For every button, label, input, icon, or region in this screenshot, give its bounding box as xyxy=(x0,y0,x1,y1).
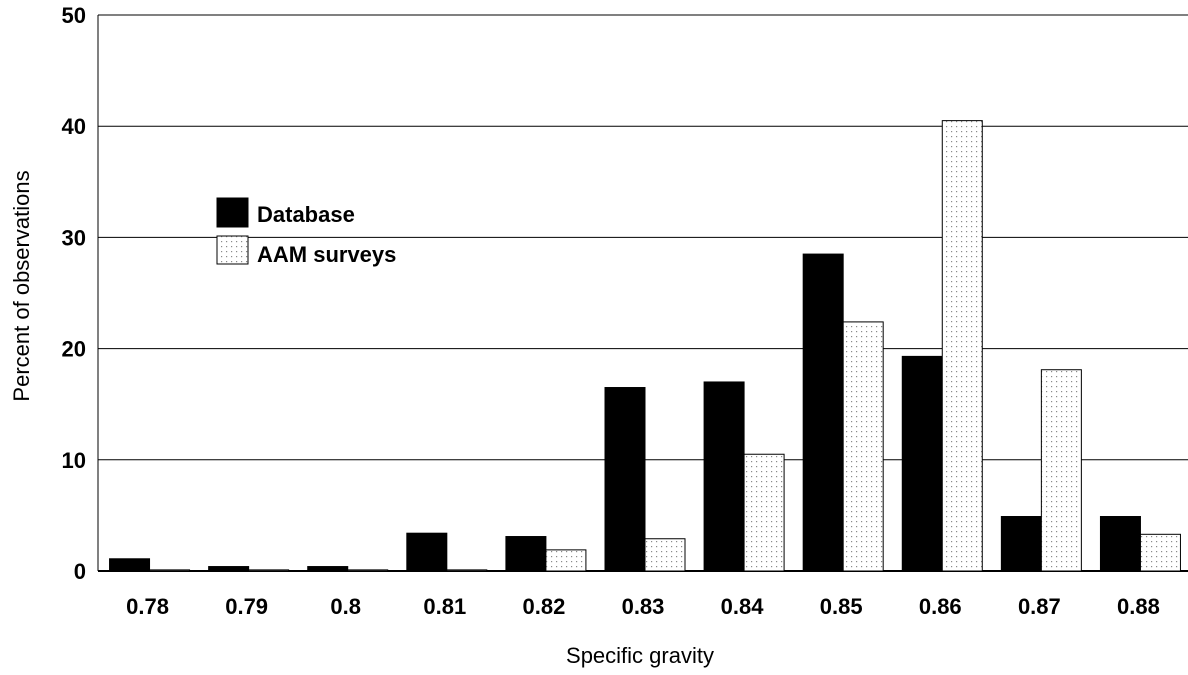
legend: Database AAM surveys xyxy=(216,197,396,267)
y-axis-title: Percent of observations xyxy=(9,170,34,401)
y-tick-label: 0 xyxy=(74,559,86,584)
bar-aam-surveys-0.81 xyxy=(446,569,488,572)
bar-aam-surveys-0.83 xyxy=(644,538,686,572)
y-tick-label: 20 xyxy=(62,337,86,362)
bar-aam-surveys-0.8 xyxy=(347,569,389,572)
x-tick-label: 0.78 xyxy=(126,594,169,619)
x-tick-label: 0.84 xyxy=(721,594,765,619)
bar-aam-surveys-0.87 xyxy=(1040,369,1082,572)
legend-label-aam-surveys: AAM surveys xyxy=(257,242,396,267)
legend-label-database: Database xyxy=(257,202,355,227)
x-tick-label: 0.83 xyxy=(622,594,665,619)
legend-swatch-database xyxy=(216,197,249,228)
bar-database-0.88 xyxy=(1099,516,1141,572)
bar-database-0.87 xyxy=(1000,516,1042,572)
bar-database-0.8 xyxy=(307,566,349,572)
y-tick-labels: 0 10 20 30 40 50 xyxy=(62,3,86,584)
bar-aam-surveys-0.79 xyxy=(248,569,290,572)
y-tick-label: 10 xyxy=(62,448,86,473)
bar-database-0.84 xyxy=(703,381,745,572)
bar-database-0.85 xyxy=(802,253,844,572)
x-axis-title: Specific gravity xyxy=(566,643,714,668)
bar-aam-surveys-0.88 xyxy=(1139,533,1181,572)
bar-database-0.79 xyxy=(208,566,250,572)
bar-aam-surveys-0.78 xyxy=(149,569,191,572)
bar-database-0.78 xyxy=(109,558,151,572)
bars xyxy=(109,120,1181,572)
x-tick-label: 0.88 xyxy=(1117,594,1160,619)
x-tick-label: 0.87 xyxy=(1018,594,1061,619)
x-tick-label: 0.8 xyxy=(330,594,361,619)
bar-database-0.86 xyxy=(901,355,943,572)
legend-swatch-aam-surveys xyxy=(216,235,249,265)
y-tick-label: 40 xyxy=(62,114,86,139)
bar-database-0.82 xyxy=(505,536,547,572)
x-tick-label: 0.81 xyxy=(423,594,466,619)
bar-aam-surveys-0.86 xyxy=(941,120,983,572)
bar-aam-surveys-0.82 xyxy=(545,549,587,572)
x-tick-label: 0.82 xyxy=(522,594,565,619)
bar-aam-surveys-0.85 xyxy=(842,321,884,572)
bar-aam-surveys-0.84 xyxy=(743,453,785,572)
x-tick-labels: 0.78 0.79 0.8 0.81 0.82 0.83 0.84 0.85 0.86 0.87 0… xyxy=(126,594,1160,619)
x-tick-label: 0.79 xyxy=(225,594,268,619)
x-tick-label: 0.85 xyxy=(820,594,863,619)
y-tick-label: 50 xyxy=(62,3,86,28)
x-tick-label: 0.86 xyxy=(919,594,962,619)
y-tick-label: 30 xyxy=(62,225,86,250)
bar-database-0.81 xyxy=(406,532,448,572)
bar-database-0.83 xyxy=(604,387,646,572)
